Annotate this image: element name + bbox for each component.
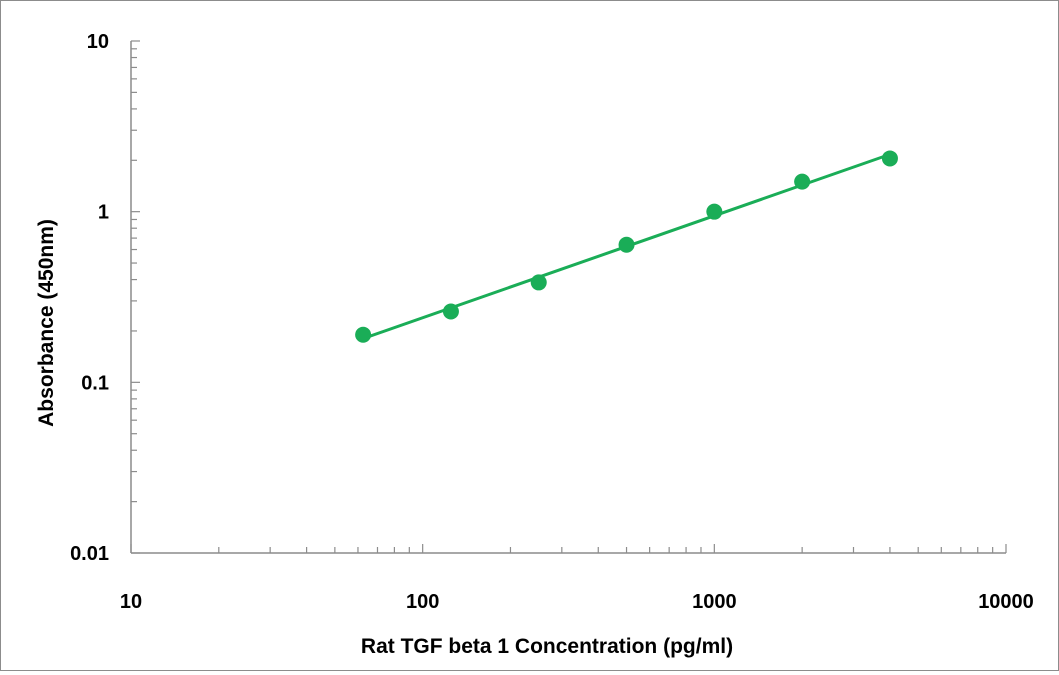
tick-labels: 10 100 1000 10000 0.01 0.1 1 10 <box>70 31 1034 613</box>
x-tick-label: 10 <box>120 591 142 613</box>
data-point <box>443 304 459 320</box>
x-tick-label: 10000 <box>978 591 1034 613</box>
data-point <box>619 237 635 253</box>
y-axis-title: Absorbance (450nm) <box>35 219 58 427</box>
x-axis-title: Rat TGF beta 1 Concentration (pg/ml) <box>361 635 733 658</box>
y-tick-label: 1 <box>98 202 109 224</box>
tick-marks <box>131 41 1006 553</box>
data-point <box>794 174 810 190</box>
y-tick-label: 0.01 <box>70 543 109 565</box>
data-series <box>355 150 898 342</box>
y-tick-label: 10 <box>87 31 109 53</box>
data-point <box>882 150 898 166</box>
data-point <box>706 204 722 220</box>
axes <box>131 41 1006 553</box>
x-tick-label: 100 <box>406 591 439 613</box>
x-tick-label: 1000 <box>692 591 737 613</box>
data-point <box>531 274 547 290</box>
data-point <box>355 327 371 343</box>
y-tick-label: 0.1 <box>81 372 109 394</box>
